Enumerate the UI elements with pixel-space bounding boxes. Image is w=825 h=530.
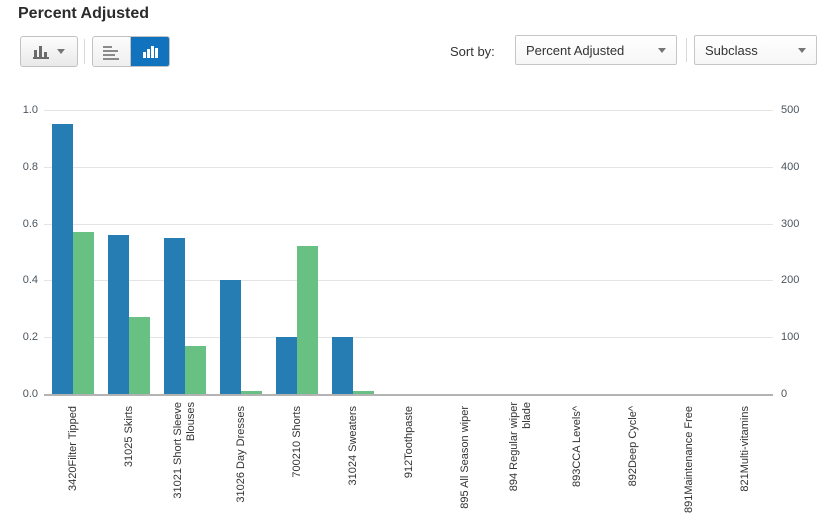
- vertical-bar-toggle-button[interactable]: [131, 37, 169, 66]
- bar-blue[interactable]: [164, 238, 185, 394]
- dropdown-separator: [686, 38, 687, 62]
- y-axis-tick-right: 100: [781, 331, 800, 344]
- y-axis-tick-left: 1.0: [22, 104, 38, 116]
- horizontal-bar-chart-icon: [103, 45, 120, 60]
- bar-blue[interactable]: [52, 124, 73, 394]
- x-axis-label-text: 894 Regular wiper blade: [508, 402, 533, 492]
- x-axis-label-text: 895 All Season wiper: [458, 406, 471, 509]
- gridline: [44, 166, 773, 168]
- bar-green[interactable]: [297, 246, 318, 394]
- bar-green[interactable]: [353, 391, 374, 394]
- y-axis-tick-right: 500: [781, 104, 800, 116]
- bar-blue[interactable]: [276, 337, 297, 394]
- vertical-bar-chart-icon: [142, 45, 159, 59]
- bar-blue[interactable]: [332, 337, 353, 394]
- x-axis-label-text: 31026 Day Dresses: [234, 406, 247, 503]
- y-axis-tick-right: 0: [781, 388, 788, 400]
- y-axis-tick-left: 0.6: [22, 217, 38, 230]
- sort-by-label: Sort by:: [450, 44, 495, 59]
- x-axis-label-text: 893CCA Levels^: [570, 406, 583, 487]
- sort-primary-value: Percent Adjusted: [526, 42, 625, 58]
- gridline: [44, 337, 773, 339]
- gridline: [44, 280, 773, 282]
- bar-green[interactable]: [73, 232, 94, 394]
- x-axis-label-text: 821Multi-vitamins: [738, 406, 751, 492]
- x-axis-label-text: 912Toothpaste: [402, 406, 415, 479]
- chart-orientation-toggle: [92, 36, 170, 67]
- sort-secondary-value: Subclass: [705, 42, 758, 58]
- y-axis-tick-right: 300: [781, 217, 800, 230]
- bar-green[interactable]: [129, 317, 150, 394]
- x-axis-label-text: 31025 Skirts: [122, 406, 135, 468]
- bar-chart-icon: [33, 45, 50, 59]
- caret-down-icon: [57, 49, 65, 54]
- bar-blue[interactable]: [220, 280, 241, 394]
- toolbar-separator: [84, 39, 85, 64]
- chart-type-menu-button[interactable]: [20, 36, 78, 67]
- x-axis-label-text: 700210 Shorts: [290, 406, 303, 478]
- x-axis-label-text: 891Maintenance Free: [682, 406, 695, 514]
- y-axis-tick-left: 0.8: [22, 160, 38, 173]
- bar-green[interactable]: [185, 346, 206, 394]
- page-title: Percent Adjusted: [18, 5, 149, 22]
- y-axis-tick-left: 0.0: [22, 388, 38, 400]
- bar-green[interactable]: [241, 391, 262, 394]
- horizontal-bar-toggle-button[interactable]: [93, 37, 131, 66]
- y-axis-tick-right: 200: [781, 274, 800, 287]
- gridline: [44, 110, 773, 111]
- x-axis-line: [44, 394, 773, 396]
- x-axis-label-text: 892Deep Cycle^: [626, 406, 639, 487]
- sort-primary-dropdown[interactable]: Percent Adjusted: [515, 35, 677, 65]
- x-axis-label-text: 3420Filter Tipped: [66, 406, 79, 491]
- x-axis-label-text: 31024 Sweaters: [346, 406, 359, 486]
- caret-down-icon: [798, 47, 806, 53]
- y-axis-tick-right: 400: [781, 160, 800, 173]
- caret-down-icon: [658, 47, 666, 53]
- bar-blue[interactable]: [108, 235, 129, 394]
- y-axis-tick-left: 0.4: [22, 274, 38, 287]
- y-axis-tick-left: 0.2: [22, 331, 38, 344]
- sort-secondary-dropdown[interactable]: Subclass: [694, 35, 817, 65]
- gridline: [44, 223, 773, 225]
- x-axis-label-text: 31021 Short Sleeve Blouses: [172, 402, 197, 499]
